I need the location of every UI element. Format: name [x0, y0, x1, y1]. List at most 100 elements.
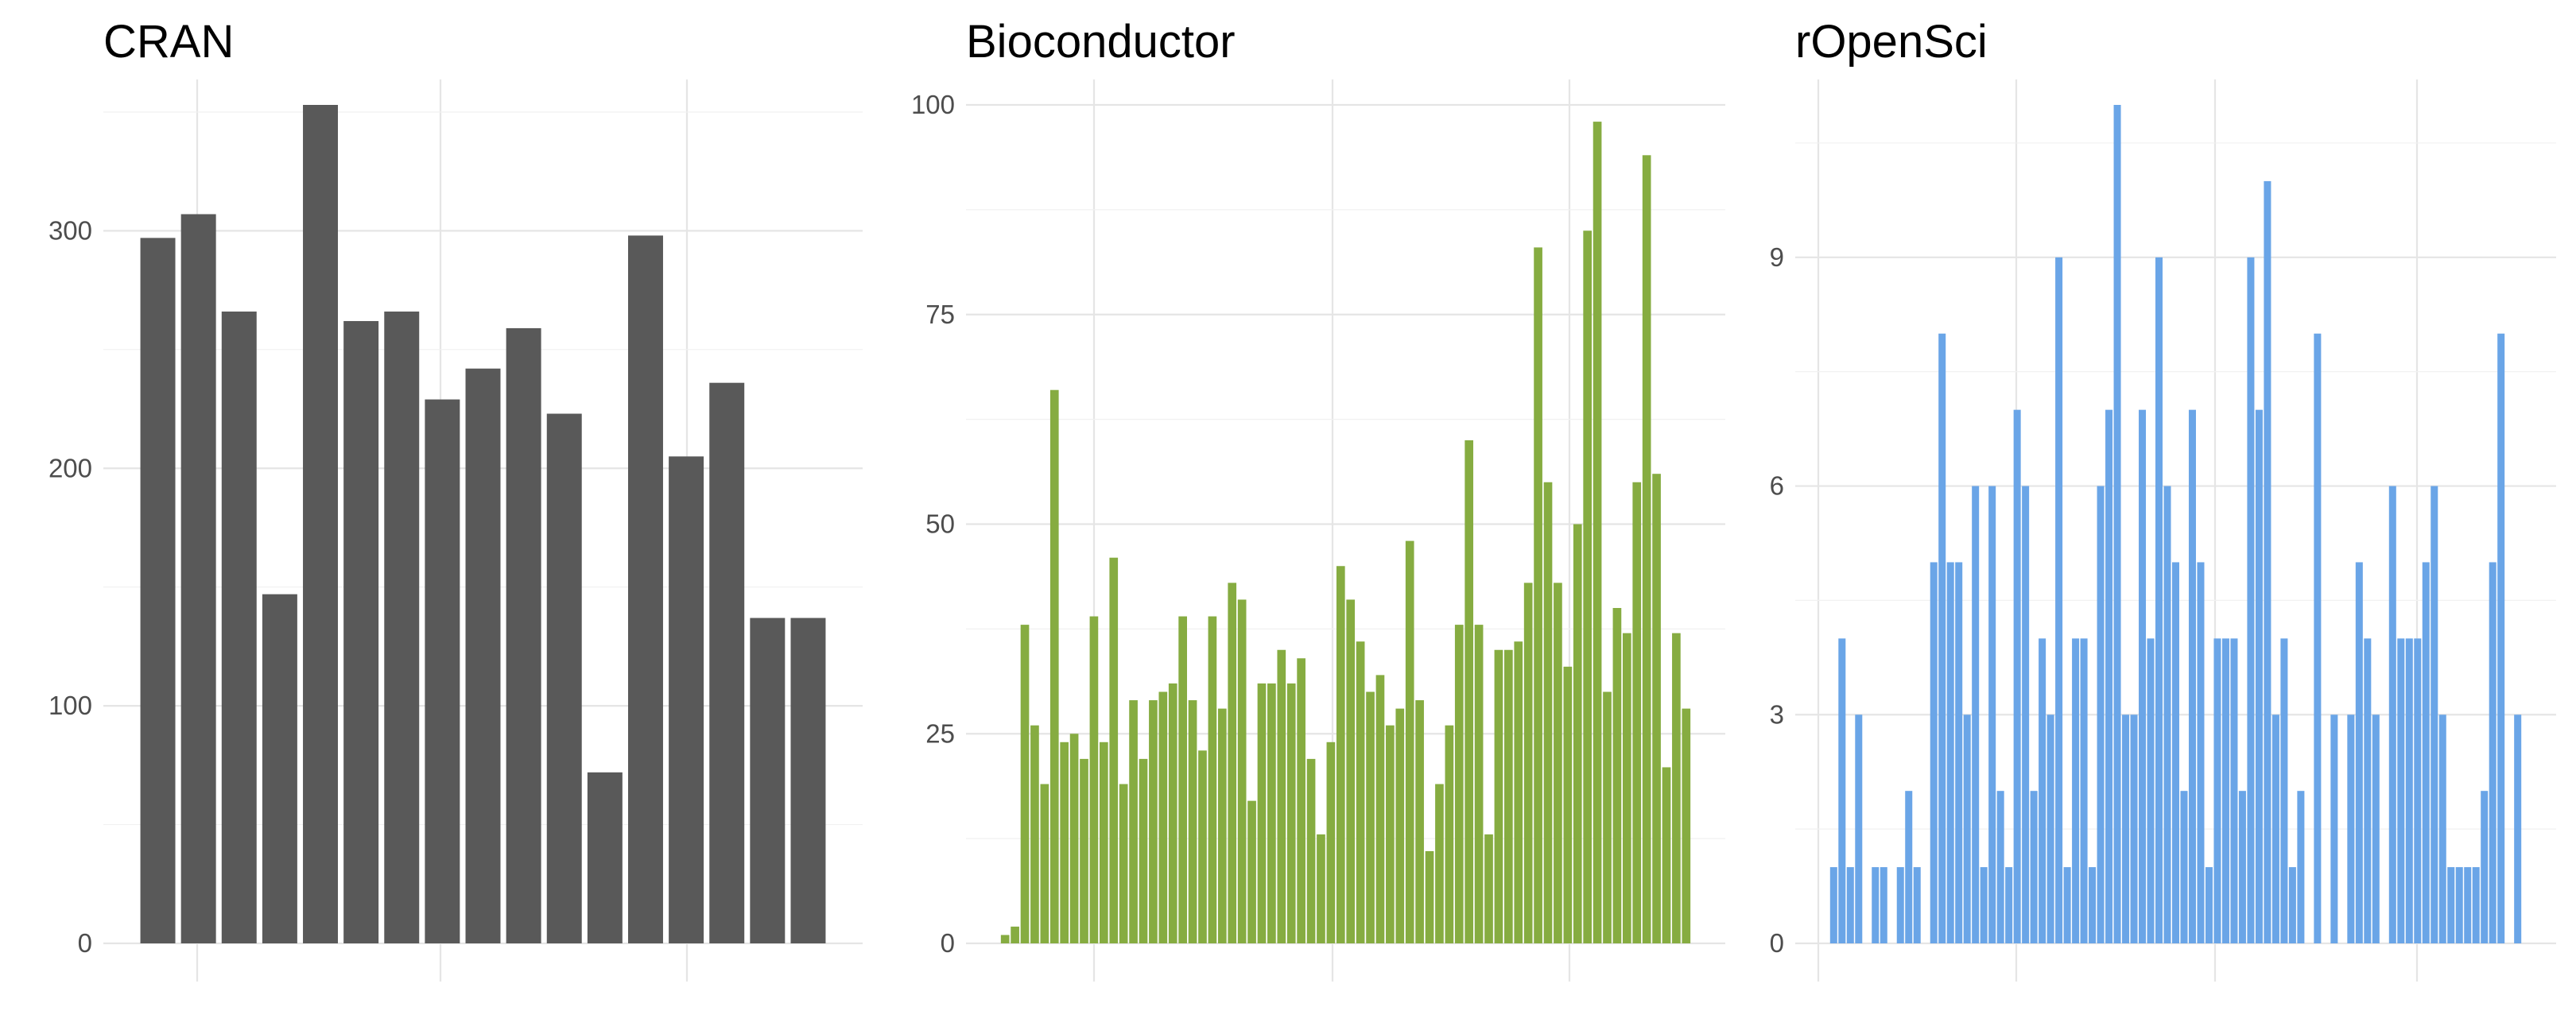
bar: [2255, 409, 2263, 943]
bar: [2238, 791, 2246, 943]
y-tick-label: 0: [941, 928, 955, 958]
bar: [1089, 616, 1099, 943]
bar: [1946, 562, 1954, 943]
bar: [1963, 714, 1971, 943]
bar: [1405, 540, 1414, 943]
bar: [2130, 714, 2138, 943]
bar: [1011, 926, 1019, 943]
bar: [2055, 257, 2063, 943]
bar: [709, 382, 745, 943]
bar: [1445, 725, 1454, 943]
bar: [1139, 758, 1148, 943]
bar: [2247, 257, 2255, 943]
bar: [180, 214, 216, 944]
bar: [628, 235, 663, 943]
bar: [1228, 583, 1237, 943]
panel-ropensci: rOpenSci 0 3 6 9: [1770, 16, 2556, 982]
y-axis-ticks: 0 25 50 75 100: [911, 90, 955, 958]
bar: [2314, 333, 2322, 944]
bar: [1514, 641, 1523, 943]
bar: [343, 320, 379, 944]
bar: [2497, 333, 2505, 944]
bar: [2180, 791, 2188, 943]
bar: [1188, 700, 1197, 943]
y-tick-label: 0: [78, 928, 92, 958]
bar: [2481, 791, 2489, 943]
bar: [1306, 758, 1316, 943]
bar: [2422, 562, 2430, 943]
bar: [1846, 867, 1854, 943]
bar: [2264, 180, 2271, 943]
bar: [1988, 486, 1996, 943]
bars: [140, 105, 826, 944]
bar: [1603, 691, 1612, 943]
y-tick-label: 200: [48, 453, 92, 482]
bar: [2013, 409, 2021, 943]
bar: [2155, 257, 2163, 943]
bar: [750, 618, 786, 943]
bar: [2330, 714, 2338, 943]
bar: [1938, 333, 1946, 944]
bar: [1896, 867, 1904, 943]
panel-cran: CRAN 0 100 200 300: [48, 16, 863, 982]
bar: [2472, 867, 2480, 943]
bar: [2163, 486, 2171, 943]
bar: [2097, 486, 2105, 943]
bar: [2147, 638, 2155, 943]
bar: [2489, 562, 2496, 943]
bar: [2105, 409, 2113, 943]
bar: [2221, 638, 2229, 943]
bar: [2288, 867, 2296, 943]
y-tick-label: 3: [1770, 699, 1784, 729]
bar: [1099, 742, 1108, 943]
bar: [1563, 666, 1573, 943]
bar: [1454, 625, 1464, 943]
bar: [2213, 638, 2221, 943]
bar: [1317, 834, 1325, 943]
bar: [1386, 725, 1395, 943]
bar: [1523, 583, 1533, 943]
bar: [1030, 725, 1039, 943]
bar: [506, 327, 541, 943]
y-tick-label: 300: [48, 215, 92, 245]
bar: [1980, 867, 1988, 943]
bar: [1326, 742, 1336, 943]
panel-title: CRAN: [103, 16, 234, 68]
bar: [1168, 683, 1177, 943]
bar: [2197, 562, 2205, 943]
y-tick-label: 25: [925, 718, 955, 748]
bar: [1178, 616, 1187, 943]
bar: [2063, 867, 2071, 943]
bar: [1040, 784, 1049, 943]
bar: [1257, 683, 1267, 943]
bar: [1297, 658, 1305, 943]
bar: [1652, 474, 1661, 943]
bar: [1158, 691, 1168, 943]
bar: [2297, 791, 2305, 943]
bar: [1622, 633, 1631, 943]
bar: [1000, 935, 1010, 943]
bar: [2405, 638, 2413, 943]
bar: [2139, 409, 2147, 943]
bar: [1504, 649, 1513, 943]
y-tick-label: 100: [48, 691, 92, 720]
bar: [1682, 708, 1691, 943]
y-tick-label: 0: [1770, 928, 1784, 958]
bar: [1573, 524, 1582, 943]
bar: [1829, 867, 1837, 943]
bar: [1543, 482, 1553, 943]
bar: [546, 413, 582, 943]
bar: [1217, 708, 1227, 943]
bar: [1286, 683, 1296, 943]
y-axis-ticks: 0 3 6 9: [1770, 242, 1784, 958]
bar: [1049, 389, 1059, 943]
bar: [425, 399, 460, 944]
bar: [1855, 714, 1863, 943]
bar: [2455, 867, 2463, 943]
bar: [1346, 599, 1356, 943]
bar: [2447, 867, 2455, 943]
bar: [2205, 867, 2213, 943]
bar: [2089, 867, 2097, 943]
bar: [1955, 562, 1963, 943]
